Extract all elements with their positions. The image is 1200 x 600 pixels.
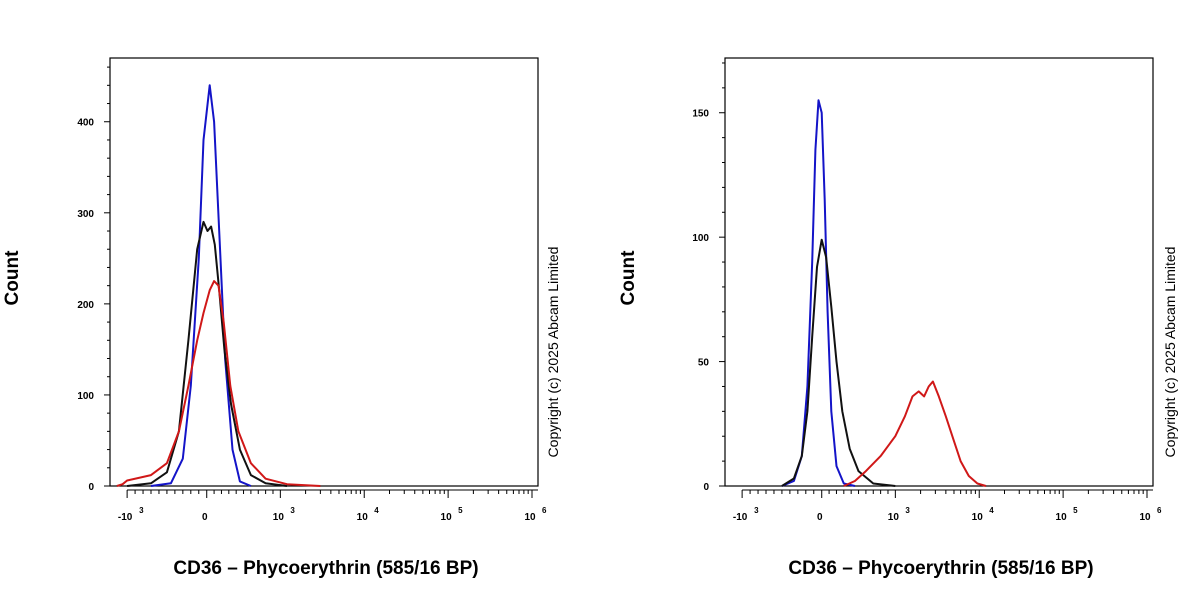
x-tick-label: 10 [357, 512, 369, 523]
copyright-notice: Copyright (c) 2025 Abcam Limited [545, 247, 561, 458]
x-tick-label: 10 [273, 512, 285, 523]
histogram-panel-left: 0 100 200 300 400 -10 3 0 10 3 10 4 10 5 10 6 CD36 – Phy… [2, 57, 561, 579]
x-tick-label: 10 [1056, 512, 1068, 523]
x-tick-exponent: 5 [1073, 506, 1078, 515]
x-tick-exponent: 6 [542, 506, 547, 515]
x-tick-label: 10 [524, 512, 536, 523]
y-tick-label: 150 [692, 109, 709, 120]
x-tick-exponent: 3 [139, 506, 144, 515]
y-tick-label: 300 [77, 209, 94, 220]
x-tick-label: 10 [972, 512, 984, 523]
y-axis-title: Count [2, 250, 23, 306]
x-tick-exponent: 3 [290, 506, 295, 515]
x-tick-exponent: 6 [1157, 506, 1162, 515]
histogram-series-3 [116, 280, 321, 487]
x-tick-label: -10 [118, 512, 133, 523]
histogram-series-1 [781, 99, 856, 487]
histogram-panel-right: 0 50 100 150 -10 3 0 10 3 10 4 10 5 10 6 CD36 – Phycoer… [618, 57, 1178, 579]
x-tick-label: -10 [733, 512, 748, 523]
copyright-notice: Copyright (c) 2025 Abcam Limited [1162, 247, 1178, 458]
x-tick-exponent: 4 [374, 506, 379, 515]
x-axis-title: CD36 – Phycoerythrin (585/16 BP) [173, 558, 478, 579]
plot-frame [724, 57, 1154, 487]
histogram-series-2 [126, 220, 288, 487]
y-tick-label: 0 [703, 482, 709, 493]
x-tick-label: 10 [1139, 512, 1151, 523]
x-tick-label: 10 [888, 512, 900, 523]
y-tick-label: 100 [77, 391, 94, 402]
y-axis-title: Count [618, 250, 639, 306]
x-tick-exponent: 3 [905, 506, 910, 515]
x-tick-exponent: 4 [989, 506, 994, 515]
x-tick-label: 0 [817, 512, 823, 523]
y-tick-label: 400 [77, 118, 94, 129]
histogram-series-1 [150, 84, 252, 487]
y-tick-label: 100 [692, 233, 709, 244]
y-tick-label: 50 [698, 358, 710, 369]
histogram-series-3 [843, 380, 987, 487]
x-tick-exponent: 3 [754, 506, 759, 515]
plot-frame [109, 57, 539, 487]
x-tick-label: 10 [441, 512, 453, 523]
y-tick-label: 200 [77, 300, 94, 311]
x-tick-label: 0 [202, 512, 208, 523]
x-axis-title: CD36 – Phycoerythrin (585/16 BP) [788, 558, 1093, 579]
y-tick-label: 0 [88, 482, 94, 493]
x-tick-exponent: 5 [458, 506, 463, 515]
histogram-series-2 [781, 238, 896, 487]
